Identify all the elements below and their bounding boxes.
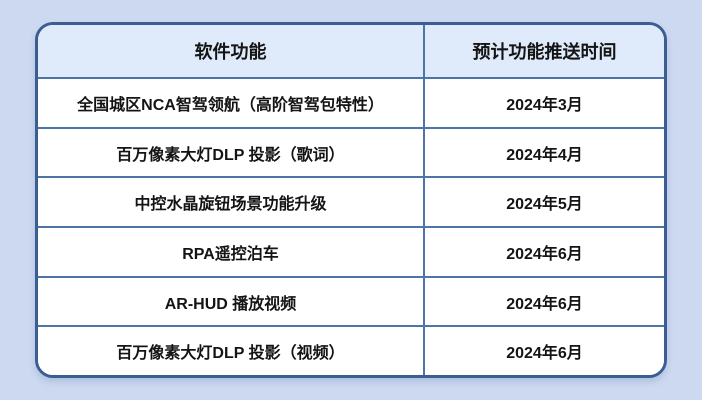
feature-cell: 中控水晶旋钮场景功能升级	[134, 196, 327, 214]
date-cell: 2024年4月	[422, 128, 664, 177]
feature-cell: AR-HUD 播放视频	[164, 295, 297, 313]
table-row: RPA遥控泊车 2024年6月	[38, 226, 664, 276]
table-row: 中控水晶旋钮场景功能升级 2024年5月	[38, 176, 664, 227]
feature-cell: RPA遥控泊车	[182, 245, 279, 263]
table-row: 全国城区NCA智驾领航（高阶智驾包特性） 2024年3月	[38, 77, 664, 127]
feature-rollout-table: 软件功能 预计功能推送时间 全国城区NCA智驾领航（高阶智驾包特性） 2024年…	[35, 22, 667, 378]
feature-cell: 百万像素大灯DLP 投影（歌词）	[116, 146, 345, 164]
feature-cell: 百万像素大灯DLP 投影（视频）	[116, 345, 345, 363]
table-header-row: 软件功能 预计功能推送时间	[38, 25, 664, 77]
date-cell: 2024年6月	[422, 327, 664, 375]
date-cell: 2024年6月	[422, 277, 664, 326]
date-cell: 2024年5月	[422, 178, 664, 227]
table-row: AR-HUD 播放视频 2024年6月	[38, 275, 664, 326]
table-row: 百万像素大灯DLP 投影（歌词） 2024年4月	[38, 126, 664, 177]
column-header-push-time: 预计功能推送时间	[422, 25, 664, 77]
table-row: 百万像素大灯DLP 投影（视频） 2024年6月	[38, 325, 664, 375]
feature-cell: 全国城区NCA智驾领航（高阶智驾包特性）	[77, 96, 384, 114]
column-header-software-feature: 软件功能	[194, 42, 267, 62]
date-cell: 2024年3月	[422, 79, 664, 127]
date-cell: 2024年6月	[422, 228, 664, 276]
